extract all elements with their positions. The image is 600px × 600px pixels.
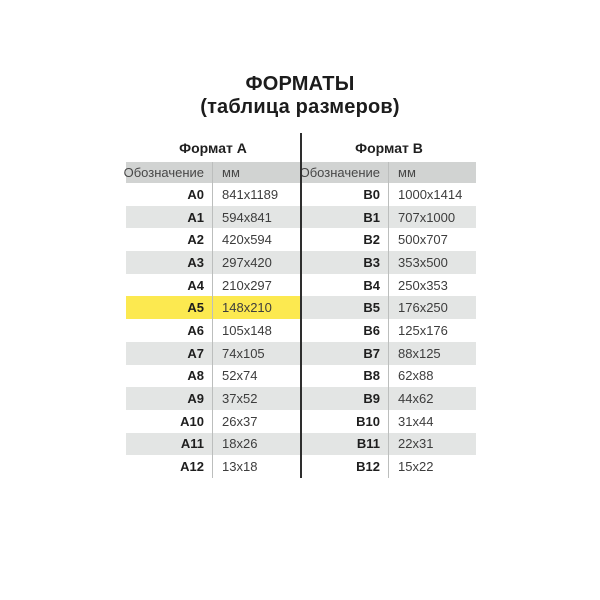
format-size-cell: 13x18 (222, 459, 258, 475)
format-code-cell: A7 (126, 341, 213, 365)
format-size-cell: 841x1189 (222, 186, 279, 202)
table-row-B3: B3 353x500 (302, 251, 476, 274)
format-code-cell: A5 (126, 296, 213, 320)
format-code-cell: B5 (302, 296, 389, 320)
table-row-B8: B8 62x88 (302, 364, 476, 388)
format-code-cell: B12 (302, 455, 389, 478)
format-code-cell: A11 (126, 432, 213, 456)
column-header-designation: Обозначение (300, 162, 389, 183)
format-size-cell: 250x353 (398, 277, 448, 293)
title-line-2: (таблица размеров) (200, 96, 400, 118)
column-header-mm: мм (222, 165, 240, 180)
table-row-B10: B10 31x44 (302, 409, 476, 433)
format-size-cell: 105x148 (222, 322, 272, 338)
table-row-A8: A8 52x74 (126, 364, 300, 388)
format-code-cell: B11 (302, 432, 389, 456)
table-row-A9: A9 37x52 (126, 387, 300, 410)
format-size-cell: 62x88 (398, 368, 434, 384)
format-code-cell: A3 (126, 251, 213, 274)
format-code-cell: B6 (302, 319, 389, 342)
page-title: ФОРМАТЫ (таблица размеров) (0, 73, 600, 119)
table-row-A11: A11 18x26 (126, 432, 300, 456)
table-row-B9: B9 44x62 (302, 387, 476, 410)
format-size-cell: 22x31 (398, 436, 434, 452)
table-header-row: Обозначение мм (300, 162, 476, 183)
section-labels-row: Формат А Формат В (126, 133, 476, 162)
format-code-cell: A12 (126, 455, 213, 478)
table-row-A12: A12 13x18 (126, 455, 300, 478)
format-size-cell: 353x500 (398, 254, 448, 270)
format-code-cell: B3 (302, 251, 389, 274)
center-divider-line (300, 133, 302, 478)
table-header-row: Обозначение мм (124, 162, 300, 183)
format-size-cell: 420x594 (222, 232, 272, 248)
format-size-cell: 148x210 (222, 300, 272, 316)
format-a-table: Обозначение мм A0 841x1189 A1 594x841 A2 420x59… (124, 162, 300, 478)
table-row-A5: A5 148x210 (126, 296, 300, 320)
format-code-cell: A6 (126, 319, 213, 342)
format-size-cell: 594x841 (222, 209, 272, 225)
format-code-cell: B1 (302, 205, 389, 229)
table-row-B0: B0 1000x1414 (302, 183, 476, 206)
format-code-cell: A10 (126, 409, 213, 433)
format-size-cell: 707x1000 (398, 209, 456, 225)
table-row-B6: B6 125x176 (302, 319, 476, 342)
format-size-cell: 210x297 (222, 277, 272, 293)
format-size-cell: 26x37 (222, 413, 258, 429)
format-size-cell: 52x74 (222, 368, 258, 384)
format-b-table: Обозначение мм B0 1000x1414 B1 707x1000 B2 500x… (300, 162, 476, 478)
format-size-cell: 74x105 (222, 345, 265, 361)
format-size-cell: 297x420 (222, 254, 272, 270)
column-header-designation: Обозначение (124, 162, 213, 183)
table-row-A4: A4 210x297 (126, 273, 300, 297)
table-row-B5: B5 176x250 (302, 296, 476, 320)
format-code-cell: A4 (126, 273, 213, 297)
format-code-cell: A0 (126, 183, 213, 206)
table-row-B12: B12 15x22 (302, 455, 476, 478)
format-size-cell: 125x176 (398, 322, 448, 338)
size-table: Формат А Формат В Обозначение мм A0 841x118… (124, 133, 476, 478)
format-code-cell: B8 (302, 364, 389, 388)
format-size-cell: 37x52 (222, 391, 258, 407)
format-size-cell: 88x125 (398, 345, 441, 361)
format-size-cell: 44x62 (398, 391, 434, 407)
table-row-A2: A2 420x594 (126, 228, 300, 252)
table-row-B11: B11 22x31 (302, 432, 476, 456)
format-a-label: Формат А (179, 139, 247, 156)
format-code-cell: A9 (126, 387, 213, 410)
format-code-cell: A1 (126, 205, 213, 229)
format-code-cell: B4 (302, 273, 389, 297)
format-size-cell: 18x26 (222, 436, 258, 452)
format-size-cell: 1000x1414 (398, 186, 463, 202)
table-row-A3: A3 297x420 (126, 251, 300, 274)
table-row-B1: B1 707x1000 (302, 205, 476, 229)
table-row-B2: B2 500x707 (302, 228, 476, 252)
table-row-A7: A7 74x105 (126, 341, 300, 365)
format-code-cell: B10 (302, 409, 389, 433)
format-code-cell: B7 (302, 341, 389, 365)
table-row-A1: A1 594x841 (126, 205, 300, 229)
format-code-cell: B0 (302, 183, 389, 206)
format-b-label: Формат В (355, 139, 423, 156)
format-code-cell: B2 (302, 228, 389, 252)
format-size-cell: 500x707 (398, 232, 448, 248)
table-row-A10: A10 26x37 (126, 409, 300, 433)
table-row-A0: A0 841x1189 (126, 183, 300, 206)
title-line-1: ФОРМАТЫ (245, 73, 355, 95)
table-body: Обозначение мм A0 841x1189 A1 594x841 A2 420x59… (124, 162, 476, 478)
format-size-cell: 31x44 (398, 413, 434, 429)
format-code-cell: A2 (126, 228, 213, 252)
table-row-B4: B4 250x353 (302, 273, 476, 297)
format-code-cell: A8 (126, 364, 213, 388)
table-row-B7: B7 88x125 (302, 341, 476, 365)
column-header-mm: мм (398, 165, 416, 180)
format-size-cell: 15x22 (398, 459, 434, 475)
table-row-A6: A6 105x148 (126, 319, 300, 342)
format-code-cell: B9 (302, 387, 389, 410)
format-size-cell: 176x250 (398, 300, 448, 316)
